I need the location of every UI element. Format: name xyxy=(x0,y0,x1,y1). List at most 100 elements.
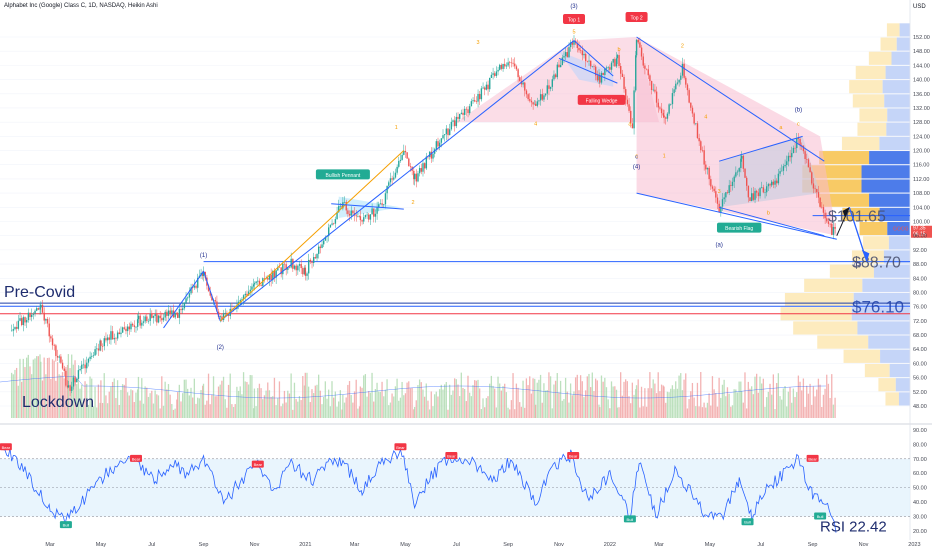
candle-body xyxy=(477,93,479,102)
volume-bar xyxy=(710,405,712,418)
candle-body xyxy=(512,62,514,64)
volume-bar xyxy=(105,395,107,418)
candle-body xyxy=(507,62,509,66)
volume-bar xyxy=(197,397,199,418)
volume-bar xyxy=(588,373,590,418)
wave-label-2: (2) xyxy=(217,345,224,351)
candle-body xyxy=(278,266,281,268)
volume-bar xyxy=(24,367,26,418)
volume-bar xyxy=(295,399,297,418)
falling-wedge-label-box xyxy=(577,94,626,105)
candle-body xyxy=(759,188,761,197)
volume-bar xyxy=(51,359,54,418)
wave-label-c: (c) xyxy=(854,262,861,268)
volume-bar xyxy=(120,389,122,418)
volume-bar xyxy=(334,391,336,418)
candle-body xyxy=(197,277,199,288)
candle-body xyxy=(827,221,830,224)
sub-label: 2 xyxy=(411,200,414,206)
volume-bar xyxy=(514,409,516,418)
candle-body xyxy=(31,314,33,317)
candle-body xyxy=(596,75,599,81)
candle-body xyxy=(307,259,310,274)
candle-body xyxy=(285,264,287,270)
volume-bar xyxy=(553,384,555,418)
volume-bar xyxy=(675,381,677,418)
volume-bars xyxy=(0,354,836,418)
volume-bar xyxy=(673,389,675,418)
candle-body xyxy=(63,368,65,371)
bull-signal: Bull xyxy=(817,514,824,519)
volume-profile-row xyxy=(855,65,886,80)
candle-body xyxy=(336,212,338,220)
volume-bar xyxy=(306,372,308,418)
volume-bar xyxy=(262,399,264,418)
candle-body xyxy=(474,100,476,102)
volume-bar xyxy=(287,390,289,418)
symbol-tag: GOOG xyxy=(893,227,909,233)
volume-bar xyxy=(604,377,606,418)
candle-body xyxy=(586,61,589,62)
volume-bar xyxy=(811,404,813,418)
volume-bar xyxy=(353,391,356,418)
candle-body xyxy=(29,312,31,317)
lockdown-label: Lockdown xyxy=(22,394,94,411)
volume-bar xyxy=(539,374,542,418)
candle-body xyxy=(241,299,243,301)
candle-body xyxy=(771,181,773,186)
volume-bar xyxy=(642,406,644,418)
volume-bar xyxy=(188,395,190,418)
candle-body xyxy=(258,280,261,286)
volume-profile-row xyxy=(885,65,910,80)
volume-bar xyxy=(348,381,351,418)
volume-bar xyxy=(455,379,457,418)
volume-bar xyxy=(819,384,821,418)
volume-bar xyxy=(505,392,508,418)
volume-bar xyxy=(43,357,45,418)
candle-body xyxy=(502,63,504,69)
volume-bar xyxy=(635,385,638,418)
candle-body xyxy=(341,205,343,209)
candle-body xyxy=(128,326,131,330)
top2-label-box xyxy=(625,12,648,22)
volume-bar xyxy=(100,380,102,418)
candle-body xyxy=(751,193,753,202)
candle-body xyxy=(559,65,562,68)
price-tick-label: 48.00 xyxy=(913,404,927,410)
candle-body xyxy=(505,65,508,67)
volume-bar xyxy=(211,394,213,418)
volume-bar xyxy=(802,378,805,418)
volume-profile-row xyxy=(899,23,910,37)
volume-bar xyxy=(654,383,656,418)
candle-body xyxy=(665,117,667,119)
volume-bar xyxy=(185,379,187,418)
candle-body xyxy=(48,323,50,337)
volume-bar xyxy=(149,393,151,418)
volume-bar xyxy=(81,384,83,418)
bullish-pennant-label: Bullish Pennant xyxy=(326,173,361,179)
volume-bar xyxy=(423,396,426,418)
volume-bar xyxy=(762,378,764,418)
candle-body xyxy=(654,89,656,92)
candle-body xyxy=(807,159,810,168)
volume-bar xyxy=(258,383,261,418)
candle-body xyxy=(602,72,604,75)
volume-bar xyxy=(538,379,540,418)
volume-bar xyxy=(771,394,773,418)
rsi-tick-label: 60.00 xyxy=(913,471,927,477)
candle-body xyxy=(635,39,638,56)
candle-body xyxy=(176,313,178,315)
volume-bar xyxy=(393,396,395,418)
candle-body xyxy=(458,113,461,119)
candle-body xyxy=(37,308,40,310)
volume-bar xyxy=(774,409,776,418)
volume-bar xyxy=(298,396,301,418)
candle-body xyxy=(120,332,122,335)
candle-body xyxy=(260,285,262,286)
candle-body xyxy=(578,47,580,51)
volume-bar xyxy=(558,392,560,418)
volume-bar xyxy=(440,384,442,418)
bull-signal: Bull xyxy=(627,517,634,522)
price-tick-label: 60.00 xyxy=(913,361,927,367)
candle-body xyxy=(819,197,821,207)
